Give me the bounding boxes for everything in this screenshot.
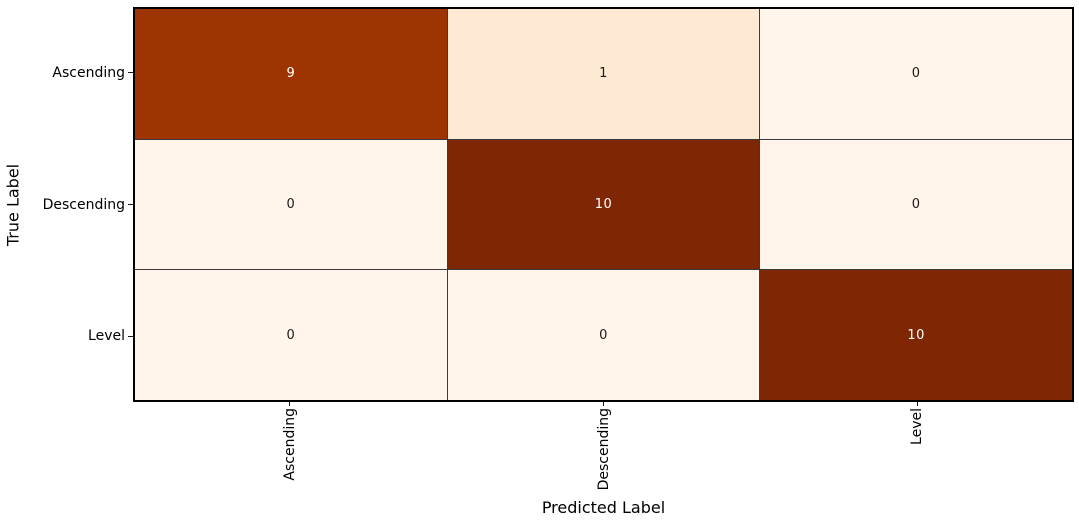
y-tick-labels: Ascending Descending Level [0, 7, 133, 402]
tick-mark [128, 204, 133, 205]
y-tick-label: Descending [42, 196, 125, 213]
heatmap-cell: 0 [135, 270, 447, 400]
heatmap-cell: 1 [447, 9, 760, 139]
tick-mark [128, 335, 133, 337]
heatmap-cell: 9 [135, 9, 447, 139]
tick-mark [916, 402, 918, 406]
x-tick-labels: Ascending Descending Level [133, 402, 1074, 490]
heatmap-cell: 0 [135, 139, 447, 270]
x-tick-label: Level [909, 408, 926, 445]
x-tick-label: Descending [595, 408, 612, 491]
heatmap-grid: 9 1 0 0 10 0 0 0 10 [133, 7, 1074, 402]
heatmap-cell: 10 [760, 270, 1072, 400]
tick-mark [603, 402, 604, 406]
heatmap-cell: 10 [447, 139, 760, 270]
y-tick-descending: Descending [0, 139, 133, 271]
x-tick-ascending: Ascending [133, 402, 447, 490]
x-tick-descending: Descending [447, 402, 761, 490]
x-tick-label: Ascending [281, 408, 298, 481]
x-tick-level: Level [760, 402, 1074, 490]
heatmap-cell: 0 [447, 270, 760, 400]
y-tick-label: Level [88, 328, 125, 345]
y-tick-label: Ascending [52, 64, 125, 81]
heatmap-cell: 0 [760, 9, 1072, 139]
y-tick-level: Level [0, 270, 133, 402]
tick-mark [128, 72, 133, 74]
heatmap-cell: 0 [760, 139, 1072, 270]
tick-mark [289, 402, 291, 406]
x-axis-label: Predicted Label [541, 498, 666, 517]
y-tick-ascending: Ascending [0, 7, 133, 139]
